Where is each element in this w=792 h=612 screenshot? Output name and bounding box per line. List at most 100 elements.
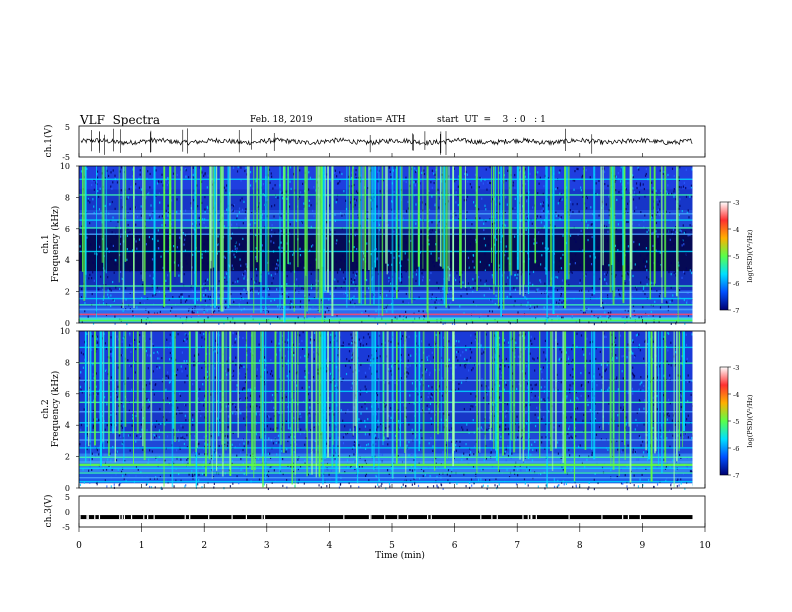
spectrogram-speckle [627,343,629,346]
spectrogram-speckle [432,485,435,488]
spectrogram-speckle [193,311,195,315]
spectrogram-speckle [358,465,361,469]
spectrogram-sferic [83,166,86,302]
spectrogram-speckle [262,296,264,299]
spectrogram-speckle [615,175,617,178]
spectrogram-speckle [346,358,348,361]
spectrogram-speckle [538,288,540,291]
spectrogram-speckle [276,390,278,394]
spectrogram-speckle [139,173,141,176]
spectrogram-speckle [643,286,645,289]
spectrogram-speckle [547,317,549,320]
spectrogram-speckle [145,243,148,246]
spectrogram-speckle [243,277,245,280]
spectrogram-speckle [632,339,634,342]
spectrogram-speckle [300,415,302,419]
spectrogram-speckle [604,369,606,373]
spectrogram-speckle [668,414,670,417]
spectrogram-speckle [643,187,645,191]
spectrogram-speckle [341,214,343,217]
spectrogram-speckle [617,172,619,175]
spectrogram-speckle [469,243,471,246]
spectrogram-speckle [139,435,141,439]
spectrogram-speckle [544,282,546,285]
spectrogram-speckle [369,364,371,367]
spectrogram-speckle [159,475,161,479]
spectrogram-speckle [403,344,405,347]
spectrogram-speckle [287,296,290,299]
spectrogram-speckle [632,174,634,177]
spectrogram-speckle [271,228,273,232]
spectrogram-speckle [466,376,468,380]
spectrogram-speckle [635,418,637,422]
spectrogram-speckle [372,357,374,361]
spectrogram-speckle [285,285,287,288]
spectrogram-speckle [429,402,432,406]
spectrogram-speckle [494,334,496,337]
spectrogram-speckle [280,190,282,194]
spectrogram-speckle [417,484,420,487]
spectrogram-speckle [411,483,413,486]
spectrogram-speckle [112,181,114,184]
spectrogram-speckle [206,309,208,312]
spectrogram-speckle [660,429,662,432]
spectrogram-sferic [85,166,87,298]
spectrogram-speckle [341,172,343,176]
spectrogram-speckle [480,426,483,429]
spectrogram-speckle [102,468,104,471]
spectrogram-speckle [421,371,423,374]
spectrogram-speckle [157,239,159,242]
spectrogram-speckle [89,442,91,445]
spectrogram-speckle [445,465,447,469]
spectrogram-speckle [404,252,406,255]
spectrogram-speckle [367,443,369,446]
spectrogram-speckle [575,391,578,394]
spectrogram-speckle [277,434,280,437]
spectrogram-speckle [617,388,619,391]
spectrogram-speckle [309,176,311,179]
spectrogram-speckle [477,478,480,481]
spectrogram-sferic [253,166,255,313]
spectrogram-speckle [626,272,629,275]
spectrogram-speckle [514,288,517,291]
spectrogram-speckle [353,453,355,456]
spectrogram-speckle [478,186,480,189]
spectrogram-speckle [334,384,336,387]
spectrogram-speckle [462,281,464,284]
spectrogram-speckle [89,481,91,484]
spectrogram-speckle [691,168,693,171]
spectrogram-speckle [188,254,190,257]
spectrogram-speckle [200,414,202,418]
spectrogram-speckle [376,370,378,373]
spectrogram-sferic [448,166,450,282]
spectrogram-speckle [378,332,381,335]
spectrogram-speckle [366,242,368,245]
spectrogram-speckle [172,295,174,299]
spectrogram-speckle [434,413,436,416]
spectrogram-speckle [338,321,341,324]
spectrogram-speckle [678,185,680,189]
spectrogram-speckle [161,380,163,383]
spectrogram-speckle [465,322,468,325]
spectrogram-speckle [308,245,310,249]
spectrogram-tone-line [79,308,693,311]
spectrogram-speckle [203,332,205,336]
spectrogram-speckle [262,257,264,260]
spectrogram-speckle [120,424,122,428]
spectrogram-speckle [236,247,238,250]
spectrogram-speckle [646,269,648,272]
spectrogram-speckle [547,177,549,180]
spectrogram-speckle [114,263,116,266]
spectrogram-speckle [588,290,590,293]
spectrogram-speckle [220,409,222,412]
spectrogram-speckle [377,235,379,239]
spectrogram-speckle [429,229,431,232]
spectrogram-speckle [498,483,500,486]
spectrogram-speckle [458,175,460,178]
spectrogram-speckle [425,370,427,374]
spectrogram-speckle [336,271,339,274]
spectrogram-speckle [427,395,429,399]
spectrogram-speckle [498,199,500,202]
spectrogram-speckle [552,388,555,391]
spectrogram-speckle [466,292,468,295]
